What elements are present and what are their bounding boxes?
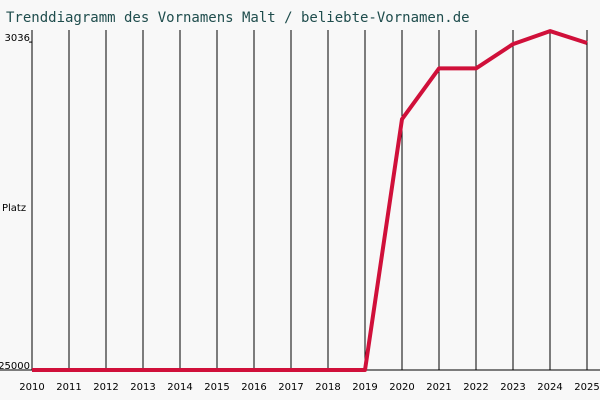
x-tick-label: 2018 xyxy=(315,382,340,393)
chart-title: Trenddiagramm des Vornamens Malt / belie… xyxy=(6,10,470,26)
x-tick-label: 2020 xyxy=(389,382,414,393)
x-tick-label: 2010 xyxy=(19,382,44,393)
y-tick-label: 25000 xyxy=(0,361,30,372)
x-tick-label: 2024 xyxy=(537,382,562,393)
x-tick-label: 2013 xyxy=(130,382,155,393)
x-tick-label: 2019 xyxy=(352,382,377,393)
x-tick-label: 2015 xyxy=(204,382,229,393)
y-axis-label: Platz xyxy=(2,203,26,214)
line-series xyxy=(32,29,588,372)
x-tick-label: 2025 xyxy=(574,382,599,393)
x-tick-label: 2023 xyxy=(500,382,525,393)
x-tick-label: 2021 xyxy=(426,382,451,393)
x-tick-label: 2022 xyxy=(463,382,488,393)
x-tick-label: 2016 xyxy=(241,382,266,393)
y-tick-label: 3036 xyxy=(5,33,30,44)
x-tick-label: 2017 xyxy=(278,382,303,393)
x-tick-label: 2011 xyxy=(56,382,81,393)
x-tick-label: 2014 xyxy=(167,382,192,393)
x-tick-label: 2012 xyxy=(93,382,118,393)
